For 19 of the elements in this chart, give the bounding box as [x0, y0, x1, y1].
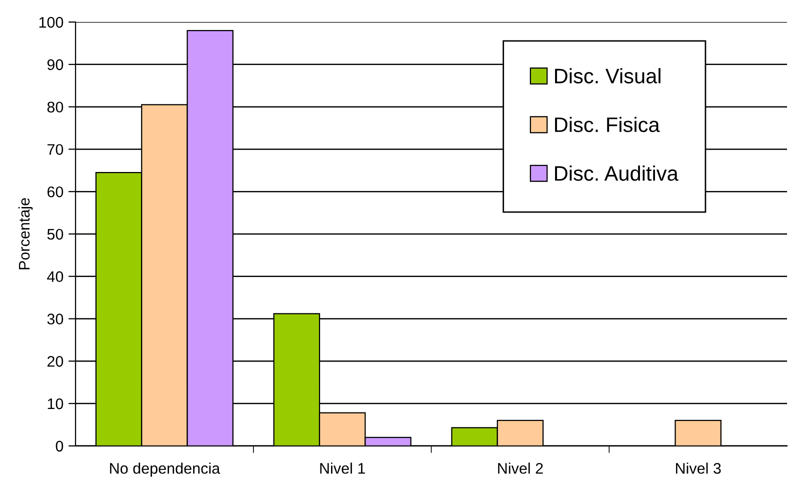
y-tick-label: 0: [56, 440, 64, 452]
legend-label: Disc. Visual: [555, 68, 660, 84]
x-tick-label: Nivel 2: [498, 462, 543, 474]
y-axis-title: Porcentaje: [18, 198, 33, 270]
y-tick-label: 70: [48, 144, 64, 155]
y-tick-label: 30: [47, 314, 64, 324]
x-tick-label: Nivel 3: [676, 462, 721, 474]
y-tick-label: 100: [39, 16, 64, 28]
legend-label: Disc. Fisica: [555, 116, 660, 132]
y-tick-label: 40: [47, 271, 64, 282]
y-tick-label: 50: [47, 228, 64, 240]
y-tick-label: 10: [48, 398, 64, 410]
legend-label: Disc. Auditiva: [555, 166, 678, 181]
x-tick-label: Nivel 1: [320, 462, 365, 474]
y-tick-label: 90: [47, 59, 64, 70]
y-tick-label: 20: [47, 356, 64, 367]
x-tick-label: No dependencia: [110, 462, 220, 477]
y-tick-label: 80: [47, 102, 64, 113]
y-tick-label: 60: [48, 186, 64, 198]
